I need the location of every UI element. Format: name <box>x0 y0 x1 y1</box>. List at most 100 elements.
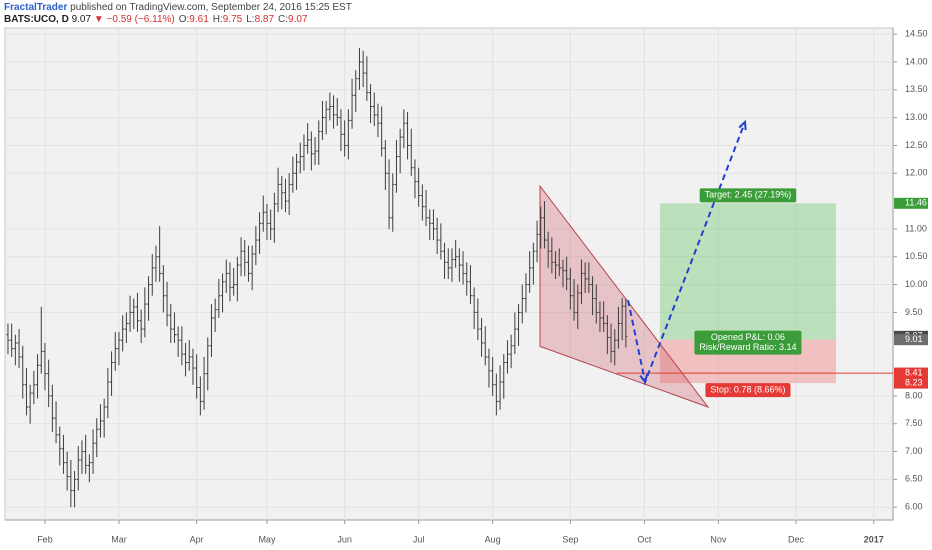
ohlc-bar <box>257 212 262 254</box>
ohlc-bar <box>620 297 624 341</box>
ohlc-bar <box>335 98 339 126</box>
ohlc-bar <box>306 123 310 154</box>
ohlc-bar <box>113 331 117 371</box>
ohlc-bar <box>520 284 524 324</box>
ohlc-bar <box>283 178 288 213</box>
ohlc-bar <box>191 348 195 385</box>
ohlc-bar <box>405 112 410 160</box>
ohlc-bar <box>235 256 239 302</box>
ohlc-bar <box>243 240 247 277</box>
ohlc-bar <box>239 237 243 277</box>
ohlc-bar <box>187 340 191 371</box>
ohlc-bar <box>368 84 373 124</box>
ohlc-bar <box>32 370 36 405</box>
ohlc-bar <box>209 304 214 357</box>
y-tick-label: 13.50 <box>905 84 928 94</box>
ohlc-bar <box>135 292 140 332</box>
ohlc-bar <box>180 326 184 366</box>
y-tick-label: 12.50 <box>905 140 928 150</box>
ohlc-bar <box>557 248 561 277</box>
ohlc-bar <box>513 312 517 355</box>
pnl-label: Opened P&L: 0.06 <box>711 332 785 342</box>
ohlc-bar <box>84 434 88 474</box>
ohlc-bar <box>331 95 336 129</box>
ohlc-bar <box>539 206 543 249</box>
ohlc-bar <box>598 301 602 332</box>
ohlc-bar <box>442 242 447 280</box>
stop-label-box <box>705 383 791 398</box>
ohlc-bar <box>98 404 103 438</box>
ohlc-bar <box>158 226 162 282</box>
ohlc-bar <box>446 248 450 280</box>
ohlc-bar <box>309 131 313 171</box>
ohlc-bar <box>350 78 354 129</box>
pnl-label-box <box>694 330 802 355</box>
y-tick-label: 10.50 <box>905 251 928 261</box>
ohlc-bar <box>87 454 91 483</box>
ohlc-bar <box>206 337 210 391</box>
ohlc-bar <box>624 298 628 348</box>
ohlc-bar <box>232 267 236 296</box>
x-tick-label: Apr <box>190 534 204 544</box>
ohlc-bar <box>269 209 273 241</box>
ohlc-bar <box>465 262 469 296</box>
ohlc-bar <box>376 103 380 138</box>
ohlc-bar <box>576 284 580 330</box>
ohlc-bar <box>339 109 343 151</box>
x-tick-label: Mar <box>111 534 127 544</box>
ohlc-bar <box>380 106 384 157</box>
y-tick-label: 11.00 <box>905 223 927 233</box>
ohlc-bar <box>491 356 495 396</box>
ohlc-bar <box>454 240 458 268</box>
ohlc-bar <box>542 201 547 249</box>
ohlc-bar <box>65 451 69 491</box>
ohlc-bar <box>183 343 188 377</box>
ohlc-bar <box>224 259 228 293</box>
y-tick-label: 12.00 <box>905 168 928 178</box>
ohlc-bar <box>80 440 84 474</box>
ohlc-bar <box>343 120 347 157</box>
ohlc-bar <box>594 284 598 324</box>
y-tick-label: 6.00 <box>905 502 923 512</box>
x-tick-label: Feb <box>37 534 53 544</box>
x-tick-label: Dec <box>788 534 805 544</box>
x-tick-label: Jul <box>413 534 425 544</box>
ohlc-bar <box>121 315 125 352</box>
ohlc-key: O: <box>178 14 190 25</box>
ohlc-bar <box>276 167 280 213</box>
ohlc-bar <box>450 248 454 282</box>
ohlc-bar <box>109 351 114 396</box>
y-tick-label: 9.50 <box>905 307 923 317</box>
price-label: 9.01 <box>905 334 923 344</box>
y-tick-label: 10.00 <box>905 279 928 289</box>
ohlc-bar <box>39 306 43 374</box>
ohlc-bar <box>409 128 413 177</box>
x-tick-label: Jun <box>337 534 352 544</box>
publish-line: FractalTrader published on TradingView.c… <box>4 2 352 13</box>
x-tick-label: Oct <box>637 534 652 544</box>
price-label: 8.23 <box>905 377 923 387</box>
ohlc-bar <box>568 267 572 310</box>
ohlc-bar <box>468 265 473 305</box>
target-zone <box>659 203 837 340</box>
ohlc-bar <box>246 245 251 282</box>
ohlc-bar <box>346 109 350 160</box>
ohlc-bar <box>394 139 399 193</box>
ohlc-bar <box>494 373 498 416</box>
ohlc-bar <box>502 354 506 399</box>
price-label: 8.41 <box>905 367 923 377</box>
ohlc-bar <box>431 209 436 241</box>
ohlc-bar <box>498 365 502 410</box>
ohlc-bar <box>47 359 51 408</box>
ohlc-bar <box>424 189 428 227</box>
ohlc-bar <box>590 276 595 316</box>
ohlc-bar <box>605 315 609 355</box>
stop-label: Stop: 0.78 (8.66%) <box>710 384 785 394</box>
ohlc-bar <box>35 354 40 399</box>
ohlc-bar <box>546 231 550 268</box>
y-tick-label: 8.00 <box>905 390 923 400</box>
price-label-box <box>894 367 928 379</box>
ohlc-bar <box>528 251 532 293</box>
